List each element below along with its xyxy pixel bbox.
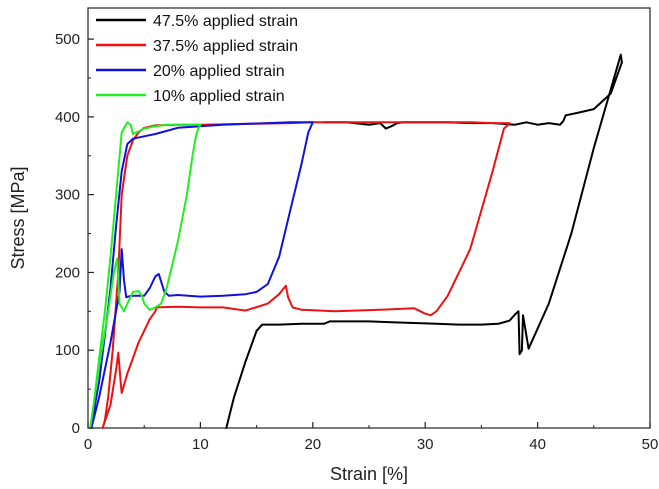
x-tick-label: 0 [84,436,92,453]
series-line-0 [225,53,623,429]
y-tick-label: 100 [55,342,80,359]
y-axis-title: Stress [MPa] [8,166,28,269]
legend-label: 20% applied strain [153,63,285,80]
x-axis-title: Strain [%] [330,464,408,484]
x-tick-label: 30 [417,436,434,453]
y-tick-label: 300 [55,187,80,204]
legend-label: 10% applied strain [153,88,285,105]
y-tick-label: 400 [55,109,80,126]
legend: 47.5% applied strain 37.5% applied strain… [96,13,298,105]
y-tick-label: 0 [72,420,80,437]
legend-label: 47.5% applied strain [153,13,298,30]
y-tick-label: 500 [55,31,80,48]
series-line-1 [101,121,511,429]
series-lines [89,53,623,429]
series-line-3 [89,121,202,429]
y-tick-label: 200 [55,264,80,281]
x-tick-label: 50 [642,436,659,453]
x-tick-label: 10 [192,436,209,453]
legend-label: 37.5% applied strain [153,38,298,55]
x-tick-label: 40 [529,436,546,453]
x-tick-label: 20 [304,436,321,453]
